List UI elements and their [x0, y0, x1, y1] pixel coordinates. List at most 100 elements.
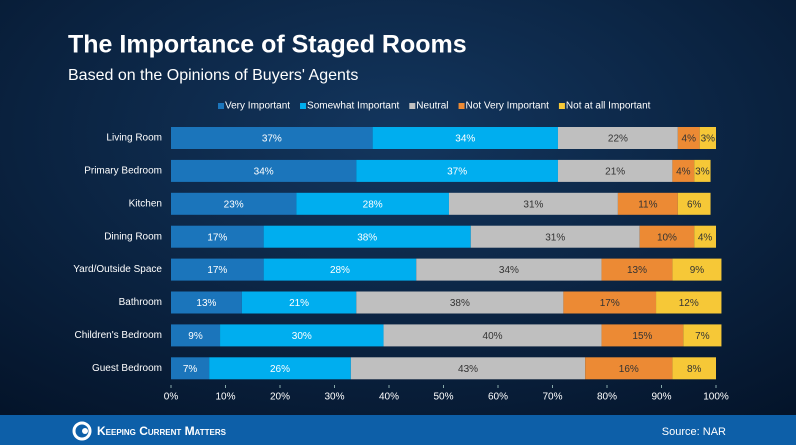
legend-label: Not at all Important: [566, 101, 651, 112]
bar-segment: [171, 159, 357, 182]
y-tick-label: Guest Bedroom: [92, 363, 162, 374]
value-label: 10%: [657, 232, 677, 243]
value-label: 13%: [196, 298, 216, 309]
y-tick-label: Bathroom: [119, 297, 162, 308]
legend-swatch: [218, 103, 224, 109]
value-label: 3%: [695, 167, 710, 178]
value-label: 23%: [224, 199, 244, 210]
x-tick-label: 90%: [651, 392, 671, 403]
value-label: 7%: [183, 364, 198, 375]
value-label: 28%: [330, 265, 350, 276]
brand-name: Keeping Current Matters: [97, 424, 227, 438]
value-label: 37%: [262, 134, 282, 145]
bar-segment: [171, 324, 221, 347]
value-label: 17%: [207, 232, 227, 243]
legend-swatch: [558, 103, 565, 109]
value-label: 26%: [270, 364, 290, 375]
bar-segment: [171, 127, 373, 149]
value-label: 8%: [687, 364, 702, 375]
value-label: 4%: [676, 167, 691, 178]
value-label: 38%: [450, 298, 470, 309]
bar-segment: [672, 258, 722, 281]
bar-segment: [416, 258, 602, 281]
value-label: 43%: [458, 364, 478, 375]
bar-segment: [383, 324, 602, 347]
bar-segment: [683, 324, 722, 347]
value-label: 4%: [698, 232, 713, 243]
value-label: 31%: [523, 199, 543, 210]
legend-swatch: [409, 103, 416, 109]
value-label: 3%: [701, 134, 716, 145]
value-label: 34%: [254, 167, 274, 178]
bar-segment: [470, 225, 640, 248]
value-label: 37%: [447, 167, 467, 178]
bar-segment: [171, 291, 242, 314]
bar-segment: [617, 192, 678, 215]
bar-segment: [356, 291, 564, 314]
bar-segment: [350, 357, 586, 380]
bar-segment: [699, 127, 716, 149]
legend-swatch: [300, 103, 307, 109]
value-label: 22%: [608, 134, 628, 145]
value-label: 16%: [619, 364, 639, 375]
y-tick-label: Primary Bedroom: [84, 166, 162, 177]
bar-segment: [171, 258, 264, 281]
x-tick-label: 80%: [597, 392, 617, 403]
bar-segment: [372, 127, 558, 149]
value-label: 13%: [627, 265, 647, 276]
value-label: 17%: [207, 265, 227, 276]
bar-segment: [601, 324, 684, 347]
bar-segment: [220, 324, 384, 347]
bar-segment: [601, 258, 673, 281]
bar-segment: [656, 291, 722, 314]
plot: 0% 10% 20% 30% 40% 50% 60% 70% 80% 90% 100% Living …: [73, 101, 729, 403]
bar-segment: [563, 291, 657, 314]
bar-segment: [448, 192, 618, 215]
chart-subtitle: Based on the Opinions of Buyers' Agents: [68, 67, 358, 84]
bar-segment: [694, 159, 711, 182]
value-label: 21%: [605, 167, 625, 178]
brand-logo-dot: [82, 428, 88, 434]
source: Source: NAR: [662, 426, 726, 438]
value-label: 11%: [638, 199, 657, 210]
brand-logo: [72, 421, 92, 441]
bar-segment: [296, 192, 449, 215]
x-tick-label: 20%: [270, 392, 290, 403]
bar-segment: [557, 127, 678, 149]
value-label: 31%: [545, 232, 565, 243]
bar-segment: [672, 159, 695, 182]
value-label: 15%: [632, 331, 652, 342]
y-tick-label: Kitchen: [129, 198, 162, 209]
legend-swatch: [458, 103, 465, 109]
bar-segment: [694, 225, 716, 248]
value-label: 9%: [188, 331, 203, 342]
bar-segment: [639, 225, 695, 248]
value-label: 34%: [455, 134, 475, 145]
x-tick-label: 40%: [379, 392, 399, 403]
legend-label: Somewhat Important: [307, 101, 399, 112]
value-label: 9%: [690, 265, 705, 276]
x-tick-label: 10%: [215, 392, 235, 403]
bar-segment: [356, 159, 558, 182]
x-tick-label: 70%: [542, 392, 562, 403]
value-label: 7%: [695, 331, 710, 342]
y-tick-label: Yard/Outside Space: [73, 264, 162, 275]
value-label: 38%: [357, 232, 377, 243]
value-label: 40%: [483, 331, 503, 342]
x-tick-label: 30%: [324, 392, 344, 403]
legend-label: Very Important: [225, 101, 290, 112]
x-tick-label: 50%: [433, 392, 453, 403]
bar-segment: [171, 225, 264, 248]
x-tick-label: 0%: [164, 392, 179, 403]
y-tick-label: Living Room: [106, 133, 162, 144]
legend-label: Neutral: [416, 101, 448, 112]
chart-title: The Importance of Staged Rooms: [68, 31, 467, 59]
footer-band: [0, 415, 796, 445]
value-label: 30%: [292, 331, 312, 342]
value-label: 6%: [687, 199, 702, 210]
value-label: 4%: [682, 134, 697, 145]
value-label: 34%: [499, 265, 519, 276]
y-tick-label: Dining Room: [104, 231, 162, 242]
value-label: 21%: [289, 298, 309, 309]
